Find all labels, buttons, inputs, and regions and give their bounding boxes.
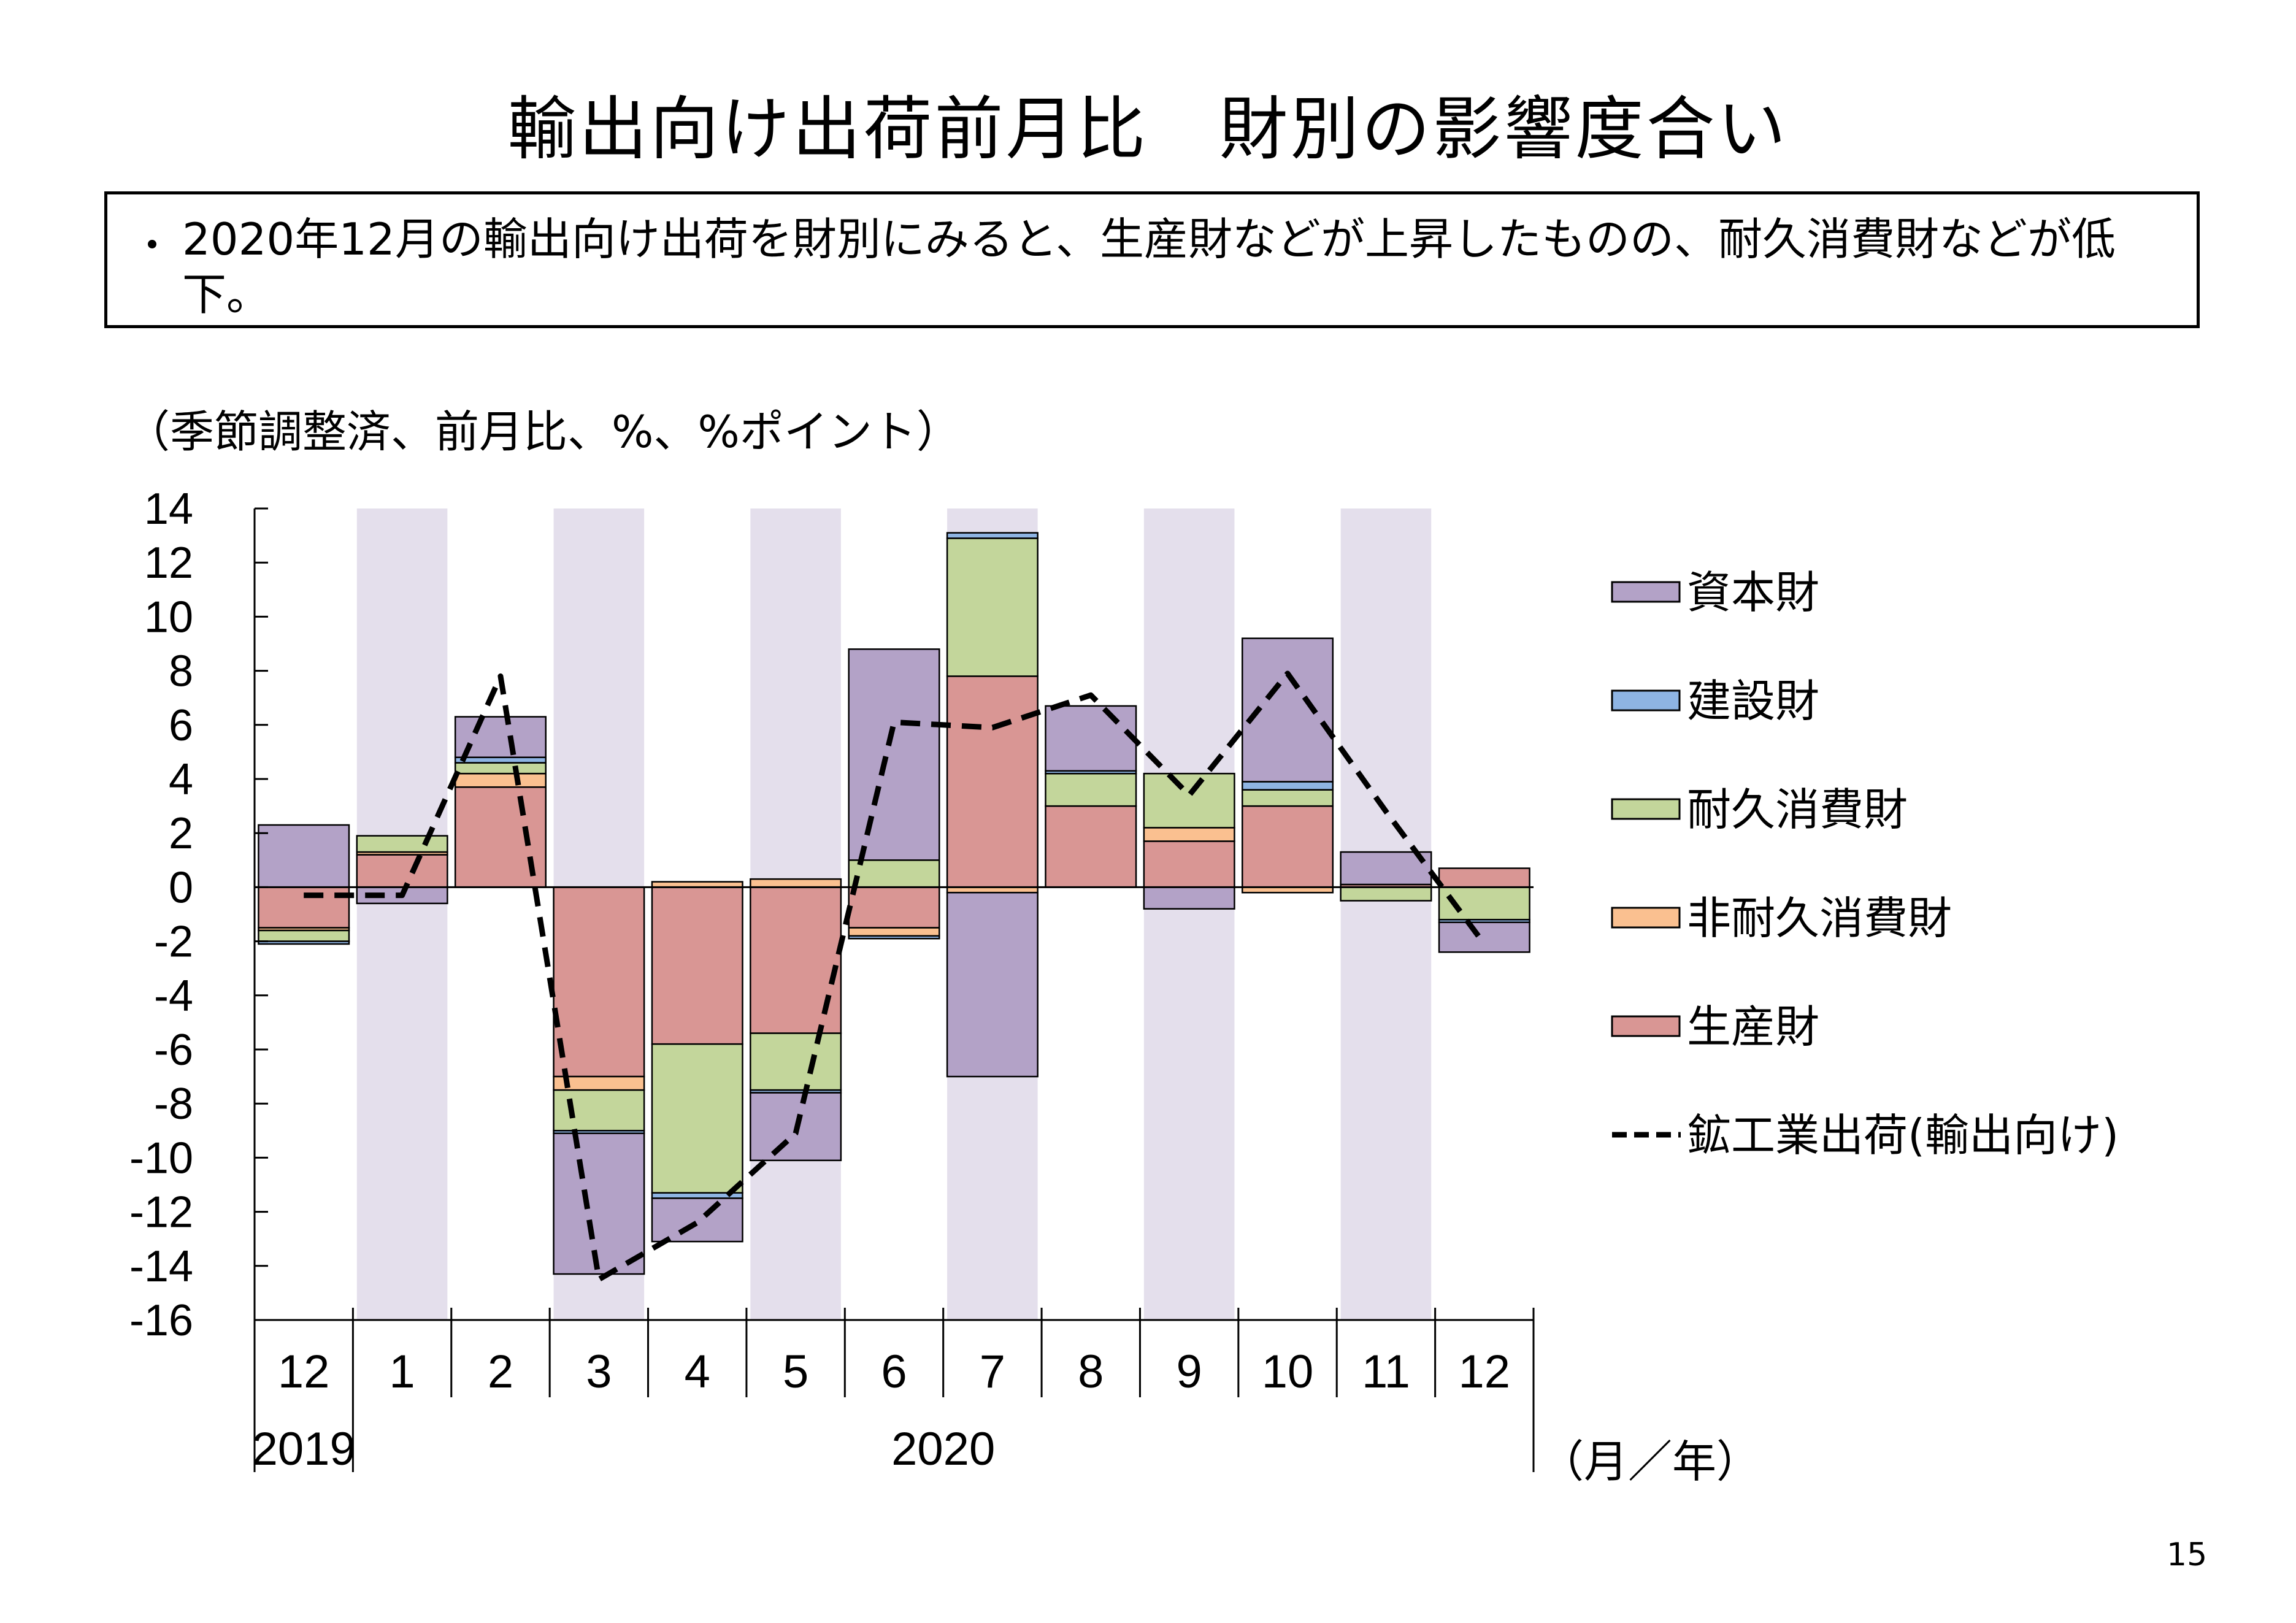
bar-segment — [454, 772, 547, 788]
x-tick-label: 5 — [783, 1346, 808, 1398]
bar-segment — [1242, 805, 1334, 888]
year-label-2020: 2020 — [891, 1423, 995, 1475]
bar-segment — [946, 537, 1039, 677]
y-tick-label: -12 — [129, 1188, 193, 1237]
bar-segment — [1242, 789, 1334, 807]
summary-bullet: ・ — [132, 222, 172, 269]
y-tick-label: 12 — [144, 539, 193, 588]
y-tick-label: -2 — [154, 918, 193, 967]
x-unit-label: （月／年） — [1540, 1436, 1760, 1487]
y-tick-label: -14 — [129, 1242, 193, 1291]
bar-segment — [1438, 867, 1530, 888]
legend-label: 耐久消費財 — [1687, 784, 1908, 835]
bar-segment — [553, 1132, 645, 1275]
legend-swatch — [1611, 689, 1681, 712]
bar-segment — [1438, 921, 1530, 953]
bar-stacks — [258, 532, 1530, 1275]
y-tick-label: 0 — [169, 863, 193, 912]
bar-segment — [946, 532, 1039, 539]
y-tick-label: -10 — [129, 1134, 193, 1183]
bar-segment — [1045, 805, 1137, 888]
x-tick-label: 8 — [1078, 1346, 1104, 1398]
bar-segment — [1340, 886, 1432, 902]
summary-text: 2020年12月の輸出向け出荷を財別にみると、生産財などが上昇したものの、耐久消… — [182, 213, 2116, 320]
legend-swatch — [1611, 581, 1681, 603]
y-tick-label: -6 — [154, 1026, 193, 1075]
x-tick-label: 9 — [1177, 1346, 1202, 1398]
shade-band — [1143, 508, 1235, 1320]
legend-label: 建設財 — [1687, 675, 1819, 727]
bar-segment — [258, 886, 350, 929]
y-tick-label: -4 — [154, 972, 193, 1021]
bar-segment — [848, 927, 940, 937]
bar-segment — [258, 824, 350, 888]
shade-band — [1340, 508, 1432, 1320]
bar-segment — [356, 854, 448, 888]
unit-note: （季節調整済、前月比、%、%ポイント） — [126, 406, 961, 458]
bar-segment — [454, 716, 547, 758]
x-tick-label: 4 — [685, 1346, 710, 1398]
bar-segment — [651, 886, 743, 1045]
bar-segment — [848, 935, 940, 940]
y-tick-label: -16 — [129, 1296, 193, 1345]
y-tick-label: 4 — [169, 755, 193, 804]
bar-segment — [356, 835, 448, 853]
bar-segment — [651, 1043, 743, 1194]
summary-box: ・ 2020年12月の輸出向け出荷を財別にみると、生産財などが上昇したものの、耐… — [104, 191, 2200, 328]
bar-segment — [946, 675, 1039, 888]
bar-segment — [1045, 772, 1137, 807]
legend-swatch — [1611, 1015, 1681, 1037]
bar-segment — [651, 1197, 743, 1243]
bar-segment — [750, 1092, 842, 1162]
legend-swatch — [1611, 907, 1681, 929]
page-title: 輸出向け出荷前月比 財別の影響度合い — [507, 90, 1789, 169]
bar-segment — [1045, 705, 1137, 772]
legend-swatch — [1611, 798, 1681, 820]
y-tick-label: 6 — [169, 701, 193, 750]
shipment-line — [304, 670, 1487, 1283]
bar-segment — [848, 886, 940, 929]
x-tick-label: 12 — [1459, 1346, 1511, 1398]
x-tick-label: 3 — [586, 1346, 612, 1398]
x-tick-label: 11 — [1362, 1346, 1410, 1398]
page-number: 15 — [2167, 1537, 2208, 1573]
bar-segment — [750, 878, 842, 888]
legend-label: 資本財 — [1687, 567, 1819, 618]
y-tick-label: 10 — [144, 593, 193, 642]
bar-segment — [1143, 772, 1235, 829]
shade-band — [356, 508, 448, 1320]
y-tick-label: 2 — [169, 809, 193, 858]
x-tick-label: 2 — [488, 1346, 513, 1398]
legend-label: 鉱工業出荷(輸出向け) — [1687, 1110, 2119, 1161]
legend-label: 生産財 — [1687, 1001, 1819, 1053]
bar-segment — [750, 1032, 842, 1091]
legend-label: 非耐久消費財 — [1687, 892, 1952, 944]
bar-segment — [1143, 886, 1235, 910]
bar-segment — [258, 940, 350, 945]
bar-segment — [848, 648, 940, 861]
bar-segment — [1242, 781, 1334, 791]
bar-segment — [553, 886, 645, 1078]
bar-segment — [1340, 851, 1432, 886]
year-label-2019: 2019 — [252, 1423, 356, 1475]
bar-segment — [454, 762, 547, 775]
y-tick-label: 8 — [169, 647, 193, 696]
bar-segment — [1143, 840, 1235, 888]
bar-segment — [946, 891, 1039, 1078]
y-tick-label: 14 — [144, 485, 193, 534]
x-tick-label: 12 — [278, 1346, 330, 1398]
bar-segment — [258, 929, 350, 942]
x-tick-label: 6 — [881, 1346, 907, 1398]
bar-segment — [553, 1089, 645, 1132]
bar-segment — [1143, 827, 1235, 842]
y-tick-label: -8 — [154, 1080, 193, 1129]
bar-segment — [454, 756, 547, 764]
shipment-line-layer — [304, 670, 1487, 1283]
x-tick-label: 10 — [1262, 1346, 1314, 1398]
x-tick-label: 7 — [980, 1346, 1005, 1398]
x-tick-label: 1 — [389, 1346, 415, 1398]
